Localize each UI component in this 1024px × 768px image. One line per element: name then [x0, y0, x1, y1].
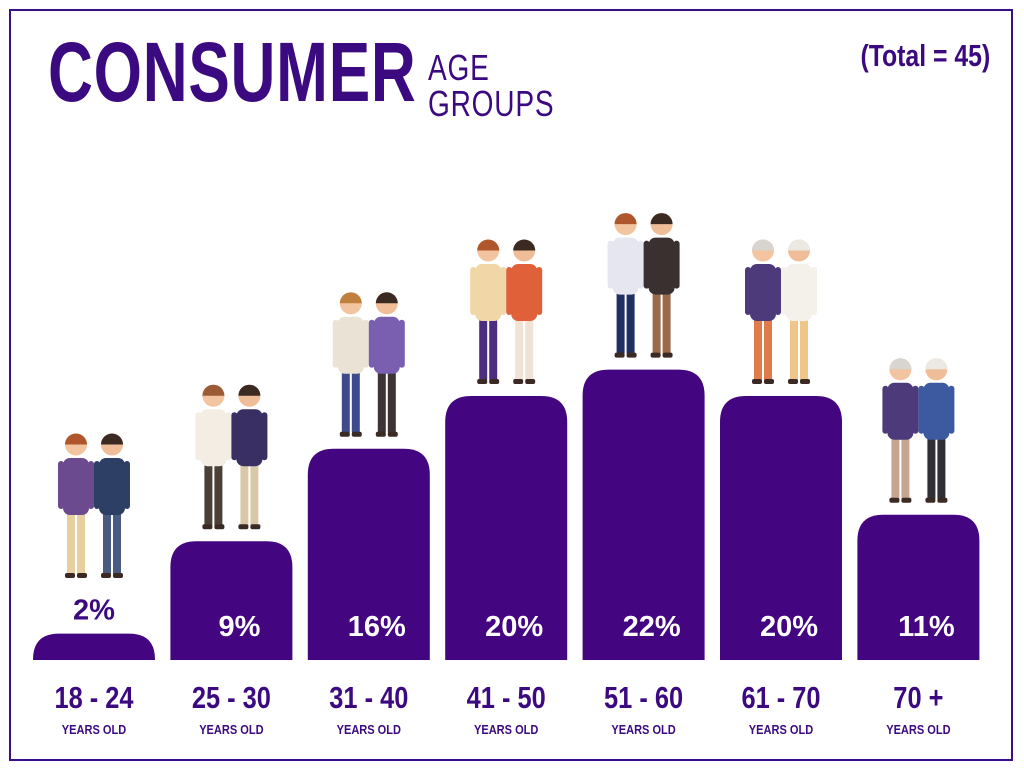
people-illustration — [882, 358, 955, 503]
subtitle-line-2: GROUPS — [428, 83, 555, 124]
category-sublabel: YEARS OLD — [611, 722, 676, 737]
category-sublabel: YEARS OLD — [886, 722, 951, 737]
bar — [307, 448, 430, 660]
bar-value-label: 11% — [898, 611, 955, 643]
category-label: 31 - 40 — [329, 681, 408, 716]
people-illustration — [195, 384, 268, 530]
category-label: 41 - 50 — [467, 681, 546, 716]
chart-frame — [9, 9, 1013, 761]
bar — [445, 396, 568, 660]
bar-value-label: 22% — [623, 611, 681, 643]
category-sublabel: YEARS OLD — [199, 722, 264, 737]
bar-value-label: 2% — [73, 595, 115, 627]
bar-value-label: 16% — [348, 611, 406, 643]
people-illustration — [470, 239, 543, 384]
bar — [33, 633, 155, 660]
total-label: (Total = 45) — [860, 38, 990, 73]
bar — [582, 369, 705, 660]
people-illustration — [745, 239, 817, 384]
people-illustration — [332, 292, 405, 437]
bar — [170, 541, 293, 660]
category-label: 70 + — [893, 681, 943, 716]
bar-value-label: 9% — [218, 611, 260, 643]
category-sublabel: YEARS OLD — [474, 722, 539, 737]
category-label: 51 - 60 — [604, 681, 683, 716]
bar — [857, 514, 980, 660]
category-sublabel: YEARS OLD — [749, 722, 814, 737]
category-sublabel: YEARS OLD — [337, 722, 402, 737]
category-label: 25 - 30 — [192, 681, 271, 716]
category-label: 18 - 24 — [54, 681, 133, 716]
bar — [720, 396, 842, 660]
chart-subtitle: AGE GROUPS — [428, 50, 554, 122]
category-sublabel: YEARS OLD — [62, 722, 127, 737]
subtitle-line-1: AGE — [428, 47, 490, 88]
category-label: 61 - 70 — [741, 681, 820, 716]
chart-title: CONSUMER — [48, 25, 417, 119]
bar-value-label: 20% — [485, 611, 543, 643]
bar-value-label: 20% — [760, 611, 818, 643]
people-illustration — [58, 433, 130, 578]
people-illustration — [607, 213, 680, 358]
